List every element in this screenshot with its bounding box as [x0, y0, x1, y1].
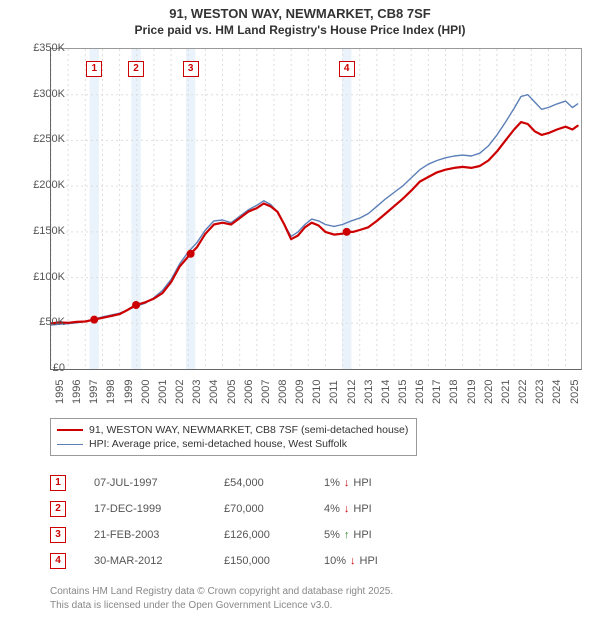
sale-index-box: 4	[50, 553, 66, 569]
x-tick-label: 2004	[208, 380, 220, 404]
footer-line-2: This data is licensed under the Open Gov…	[50, 599, 393, 613]
chart-plot-area: 1 2 3 4	[50, 48, 582, 370]
x-tick-label: 1999	[123, 380, 135, 404]
x-tick-label: 2007	[260, 380, 272, 404]
y-tick-label: £300K	[21, 88, 65, 100]
sale-marker-box: 1	[86, 61, 102, 77]
legend-item: 91, WESTON WAY, NEWMARKET, CB8 7SF (semi…	[57, 423, 408, 437]
sales-row: 2 17-DEC-1999£70,0004% ↓ HPI	[50, 496, 434, 522]
x-tick-label: 1996	[71, 380, 83, 404]
x-tick-label: 2009	[294, 380, 306, 404]
sale-index-box: 1	[50, 475, 66, 491]
x-tick-label: 1995	[54, 380, 66, 404]
chart-svg	[51, 49, 581, 369]
x-tick-label: 1998	[105, 380, 117, 404]
sale-diff-suffix: HPI	[360, 555, 378, 567]
sale-price: £150,000	[224, 555, 324, 567]
y-tick-label: £0	[21, 362, 65, 374]
x-tick-label: 1997	[88, 380, 100, 404]
y-tick-label: £250K	[21, 133, 65, 145]
y-tick-label: £200K	[21, 179, 65, 191]
sales-table: 1 07-JUL-1997£54,0001% ↓ HPI 2 17-DEC-1999£7…	[50, 470, 434, 574]
y-tick-label: £350K	[21, 42, 65, 54]
sale-marker-box: 2	[128, 61, 144, 77]
arrow-down-icon: ↓	[344, 503, 350, 515]
sale-diff-suffix: HPI	[353, 477, 371, 489]
chart-subtitle: Price paid vs. HM Land Registry's House …	[0, 23, 600, 37]
legend-swatch	[57, 429, 83, 431]
x-tick-label: 2002	[174, 380, 186, 404]
chart-legend: 91, WESTON WAY, NEWMARKET, CB8 7SF (semi…	[50, 418, 417, 456]
series-lines	[51, 95, 578, 325]
sale-marker-box: 3	[183, 61, 199, 77]
sale-diff-vs-hpi: 10% ↓ HPI	[324, 555, 434, 567]
sale-diff-suffix: HPI	[353, 529, 371, 541]
x-tick-label: 2016	[414, 380, 426, 404]
x-tick-label: 2025	[569, 380, 581, 404]
sale-price: £126,000	[224, 529, 324, 541]
sale-price: £54,000	[224, 477, 324, 489]
x-tick-label: 2020	[483, 380, 495, 404]
series-line-hpi	[51, 95, 578, 325]
y-tick-label: £50K	[21, 316, 65, 328]
x-tick-label: 2022	[517, 380, 529, 404]
footer-line-1: Contains HM Land Registry data © Crown c…	[50, 585, 393, 599]
arrow-down-icon: ↓	[344, 477, 350, 489]
arrow-down-icon: ↓	[350, 555, 356, 567]
series-line-subject	[51, 122, 578, 323]
x-tick-label: 2006	[243, 380, 255, 404]
sale-diff-pct: 5%	[324, 529, 340, 541]
x-tick-label: 2018	[448, 380, 460, 404]
hpi-chart-card: 91, WESTON WAY, NEWMARKET, CB8 7SF Price…	[0, 0, 600, 620]
y-tick-label: £150K	[21, 225, 65, 237]
sales-row: 3 21-FEB-2003£126,0005% ↑ HPI	[50, 522, 434, 548]
x-tick-label: 2023	[534, 380, 546, 404]
x-tick-label: 2010	[311, 380, 323, 404]
y-tick-label: £100K	[21, 271, 65, 283]
footer-attribution: Contains HM Land Registry data © Crown c…	[50, 585, 393, 612]
sale-date: 30-MAR-2012	[94, 555, 224, 567]
x-tick-label: 2011	[328, 380, 340, 404]
x-tick-label: 2024	[551, 380, 563, 404]
sale-price: £70,000	[224, 503, 324, 515]
sale-diff-vs-hpi: 5% ↑ HPI	[324, 529, 434, 541]
arrow-up-icon: ↑	[344, 529, 350, 541]
sales-row: 4 30-MAR-2012£150,00010% ↓ HPI	[50, 548, 434, 574]
legend-label: HPI: Average price, semi-detached house,…	[89, 438, 347, 450]
sale-index-box: 3	[50, 527, 66, 543]
x-tick-label: 2000	[140, 380, 152, 404]
x-tick-label: 2019	[466, 380, 478, 404]
x-tick-label: 2017	[431, 380, 443, 404]
x-tick-label: 2001	[157, 380, 169, 404]
chart-titles: 91, WESTON WAY, NEWMARKET, CB8 7SF Price…	[0, 0, 600, 37]
vertical-gridlines	[51, 49, 566, 369]
sales-row: 1 07-JUL-1997£54,0001% ↓ HPI	[50, 470, 434, 496]
legend-swatch	[57, 444, 83, 445]
sale-index-box: 2	[50, 501, 66, 517]
sale-date: 17-DEC-1999	[94, 503, 224, 515]
sale-diff-pct: 4%	[324, 503, 340, 515]
sale-marker-box: 4	[339, 61, 355, 77]
x-tick-label: 2013	[363, 380, 375, 404]
sale-date: 21-FEB-2003	[94, 529, 224, 541]
sale-date: 07-JUL-1997	[94, 477, 224, 489]
sale-bands	[90, 49, 352, 369]
sale-diff-suffix: HPI	[353, 503, 371, 515]
chart-title: 91, WESTON WAY, NEWMARKET, CB8 7SF	[0, 6, 600, 21]
x-tick-label: 2003	[191, 380, 203, 404]
x-tick-label: 2021	[500, 380, 512, 404]
x-tick-label: 2014	[380, 380, 392, 404]
sale-diff-vs-hpi: 4% ↓ HPI	[324, 503, 434, 515]
legend-item: HPI: Average price, semi-detached house,…	[57, 437, 408, 451]
x-tick-label: 2012	[346, 380, 358, 404]
x-tick-label: 2008	[277, 380, 289, 404]
x-tick-label: 2015	[397, 380, 409, 404]
sale-diff-pct: 1%	[324, 477, 340, 489]
x-tick-label: 2005	[226, 380, 238, 404]
sale-diff-pct: 10%	[324, 555, 346, 567]
sale-diff-vs-hpi: 1% ↓ HPI	[324, 477, 434, 489]
legend-label: 91, WESTON WAY, NEWMARKET, CB8 7SF (semi…	[89, 424, 408, 436]
